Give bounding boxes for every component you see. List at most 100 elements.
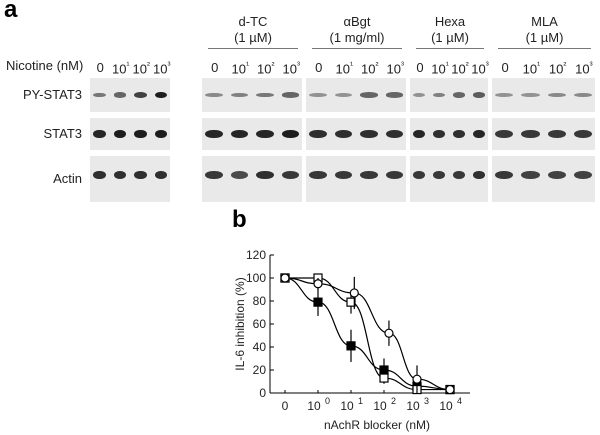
- group-underline: [312, 48, 402, 49]
- protein-band: [413, 92, 425, 98]
- data-point-open-circle: [445, 384, 455, 395]
- group-header: d-TC (1 µM): [202, 14, 304, 46]
- nicotine-label: Nicotine (nM): [6, 58, 84, 73]
- protein-band: [93, 129, 106, 139]
- lane-label: 0: [501, 60, 509, 75]
- protein-band: [433, 170, 445, 180]
- group-concentration: (1 µM): [525, 30, 564, 45]
- lane-label: 10¹: [522, 60, 541, 77]
- data-point-open-square: [346, 297, 356, 307]
- protein-band: [385, 92, 403, 98]
- lane-label: 10¹: [112, 60, 130, 77]
- protein-band: [453, 170, 465, 180]
- protein-band: [281, 92, 299, 98]
- protein-band: [154, 170, 167, 180]
- y-tick-label: 0: [259, 386, 266, 400]
- protein-band: [547, 92, 566, 98]
- protein-band: [230, 170, 248, 180]
- protein-band: [113, 129, 126, 139]
- protein-band: [573, 170, 592, 180]
- protein-band: [547, 170, 566, 180]
- lane-label: 10¹: [231, 60, 249, 77]
- blot-panel: [90, 156, 170, 202]
- protein-band: [334, 129, 352, 139]
- group-name: MLA: [531, 14, 558, 29]
- lane-label: 0: [315, 60, 323, 75]
- group-concentration: (1 µM): [234, 30, 272, 45]
- x-tick-label: 10: [439, 399, 453, 413]
- protein-band: [230, 92, 248, 98]
- protein-band: [360, 92, 378, 98]
- protein-band: [309, 170, 327, 180]
- protein-band: [473, 129, 485, 139]
- lane-label: 10²: [132, 60, 150, 77]
- data-point-open-circle: [384, 328, 394, 338]
- protein-band: [473, 170, 485, 180]
- protein-band: [495, 170, 514, 180]
- y-tick-label: 60: [253, 317, 267, 331]
- protein-band: [413, 170, 425, 180]
- protein-band: [521, 92, 540, 98]
- panel-b-label: b: [232, 206, 247, 233]
- data-point-open-circle: [412, 374, 422, 384]
- protein-band: [521, 129, 540, 139]
- group-underline: [498, 48, 591, 49]
- blot-panel: [410, 156, 488, 202]
- protein-band: [93, 92, 106, 98]
- fit-curve-filled-square: [284, 277, 451, 391]
- lane-label: 10³: [471, 60, 489, 77]
- x-tick-exponent: 1: [358, 396, 363, 406]
- row-label: STAT3: [43, 126, 82, 141]
- protein-band: [360, 170, 378, 180]
- protein-band: [453, 92, 465, 98]
- group-header: Hexa (1 µM): [410, 14, 490, 46]
- data-point-open-circle: [280, 273, 290, 283]
- group-name: αBgt: [343, 14, 371, 29]
- protein-band: [256, 170, 274, 180]
- row-label: PY-STAT3: [22, 87, 82, 102]
- y-tick-label: 100: [246, 271, 266, 285]
- panel-a-label: a: [4, 0, 18, 23]
- lane-label: 10¹: [335, 60, 353, 77]
- data-point-filled-square: [346, 341, 356, 351]
- data-point-filled-square: [313, 297, 323, 307]
- data-point-open-circle: [349, 288, 359, 298]
- protein-band: [453, 129, 465, 139]
- protein-band: [281, 170, 299, 180]
- blot-panel: [202, 156, 302, 202]
- blot-panel: [306, 156, 406, 202]
- lane-label: 10³: [575, 60, 593, 77]
- protein-band: [521, 170, 540, 180]
- protein-band: [385, 129, 403, 139]
- x-axis-label: nAchR blocker (nM): [324, 418, 430, 432]
- protein-band: [134, 92, 147, 98]
- protein-band: [413, 129, 425, 139]
- protein-band: [154, 91, 167, 99]
- protein-band: [309, 129, 327, 139]
- protein-band: [134, 129, 147, 139]
- protein-band: [205, 92, 223, 98]
- group-name: Hexa: [434, 14, 466, 29]
- protein-band: [573, 92, 592, 98]
- protein-band: [433, 92, 445, 98]
- lane-label: 10³: [153, 60, 171, 77]
- x-tick-exponent: 3: [424, 396, 429, 406]
- row-label: Actin: [53, 171, 82, 186]
- fit-curve-open-square: [284, 277, 450, 391]
- protein-band: [309, 92, 327, 98]
- protein-band: [134, 170, 147, 180]
- x-tick-label: 10: [406, 399, 420, 413]
- lane-label: 10²: [361, 60, 379, 77]
- y-tick-label: 120: [246, 248, 266, 262]
- lane-label: 10²: [451, 60, 469, 77]
- protein-band: [154, 129, 167, 139]
- x-tick-label: 10: [373, 399, 387, 413]
- data-point-open-square: [379, 373, 389, 383]
- x-tick-exponent: 4: [457, 396, 462, 406]
- x-tick-exponent: 2: [391, 396, 396, 406]
- protein-band: [205, 129, 223, 139]
- group-header: αBgt (1 mg/ml): [306, 14, 408, 46]
- protein-band: [473, 92, 485, 98]
